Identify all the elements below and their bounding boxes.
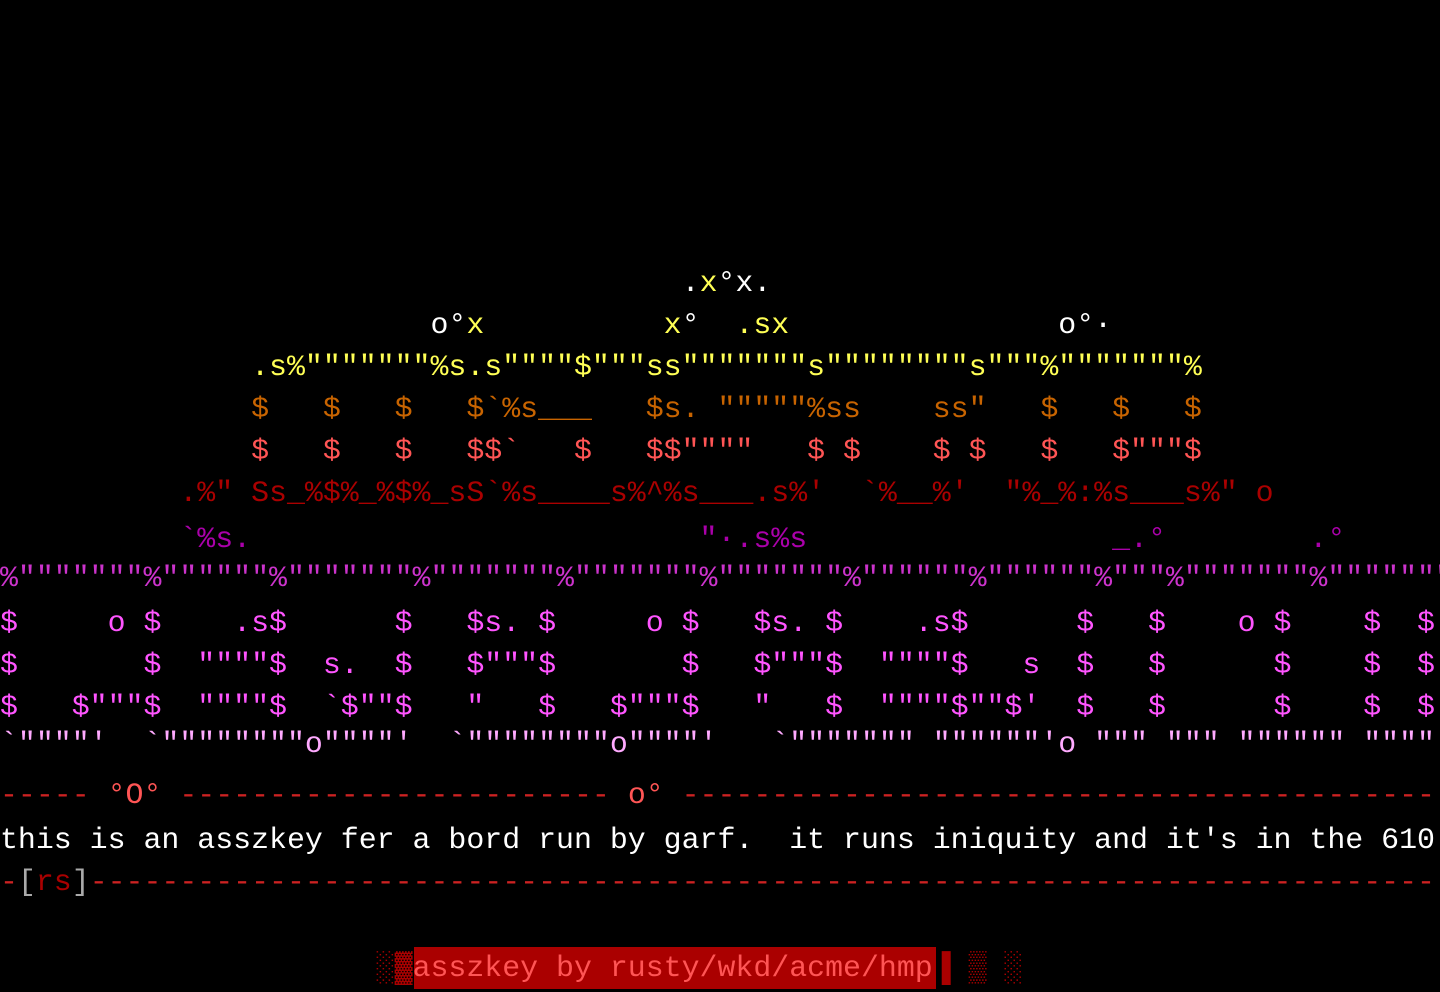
- art-line: .x°x.: [0, 266, 771, 300]
- text-segment: asszkey by rusty/wkd/acme/hmp: [413, 951, 933, 985]
- text-segment: ▐ ▒ ░: [933, 951, 1023, 985]
- text-segment: rs: [36, 865, 72, 899]
- text-segment: °x.: [718, 266, 772, 300]
- text-segment: `""""' `""""""""o""""' `""""""""o""""' `…: [0, 727, 1440, 761]
- text-segment: $ $ """"$ s. $ $"""$ $ $"""$ """"$ s $ $…: [0, 648, 1435, 682]
- art-line: .s%"""""""%s.s""""$"""ss"""""""s""""""""…: [0, 350, 1202, 384]
- text-segment: $ o $ .s$ $ $s. $ o $ $s. $ .s$ $ $ o $ …: [0, 606, 1435, 640]
- art-line: $ $ """"$ s. $ $"""$ $ $"""$ """"$ s $ $…: [0, 648, 1435, 682]
- art-line: o°x x° .sx o°·: [0, 308, 1112, 342]
- text-segment: $ $ $ $`%s___ $s. """""%ss ss" $ $ $: [0, 392, 1202, 426]
- text-segment: x: [484, 308, 681, 342]
- text-segment: .sx: [700, 308, 790, 342]
- text-segment: °O°: [108, 778, 162, 812]
- text-segment: [: [18, 865, 36, 899]
- text-segment: °: [682, 308, 700, 342]
- text-segment: $ $"""$ """"$ `$""$ " $ $"""$ " $ """"$"…: [0, 690, 1435, 724]
- highlight: [414, 947, 936, 989]
- text-segment: o°·: [789, 308, 1112, 342]
- text-segment: x: [700, 266, 718, 300]
- art-line: `%s. "·.s%s _.° .°: [0, 522, 1345, 556]
- text-segment: -----: [0, 778, 108, 812]
- text-segment: .s%"""""""%s.s""""$"""ss"""""""s""""""""…: [0, 350, 1202, 384]
- art-line: ░▓asszkey by rusty/wkd/acme/hmp▐ ▒ ░: [0, 951, 1022, 985]
- art-line: this is an asszkey fer a bord run by gar…: [0, 823, 1435, 857]
- art-line: $ o $ .s$ $ $s. $ o $ $s. $ .s$ $ $ o $ …: [0, 606, 1435, 640]
- art-line: %"""""""%""""""%"""""""%"""""""%"""""""%…: [0, 561, 1440, 595]
- text-segment: $ $ $ $$` $ $$"""" $ $ $ $ $ $"""$: [0, 434, 1202, 468]
- text-segment: `%s. "·.s%s _.° .°: [0, 522, 1345, 556]
- art-line: `""""' `""""""""o""""' `""""""""o""""' `…: [0, 727, 1440, 761]
- art-line: $ $"""$ """"$ `$""$ " $ $"""$ " $ """"$"…: [0, 690, 1435, 724]
- text-segment: ------------------------: [161, 778, 627, 812]
- text-segment: o°: [628, 778, 664, 812]
- text-segment: x: [466, 308, 484, 342]
- text-segment: ░▓: [0, 951, 413, 985]
- text-segment: ]: [72, 865, 90, 899]
- text-segment: .: [0, 266, 700, 300]
- art-line: ----- °O° ------------------------ o° --…: [0, 778, 1435, 812]
- text-segment: ----------------------------------------…: [664, 778, 1435, 812]
- text-segment: ----------------------------------------…: [90, 865, 1435, 899]
- art-line: .%" Ss_%$%_%$%_sS`%s____s%^%s___.s%' `%_…: [0, 476, 1274, 510]
- text-segment: o°: [0, 308, 466, 342]
- art-line: $ $ $ $`%s___ $s. """""%ss ss" $ $ $: [0, 392, 1202, 426]
- art-line: -[rs]-----------------------------------…: [0, 865, 1435, 899]
- text-segment: this is an asszkey fer a bord run by gar…: [0, 823, 1435, 857]
- text-segment: -: [0, 865, 18, 899]
- text-segment: %"""""""%""""""%"""""""%"""""""%"""""""%…: [0, 561, 1440, 595]
- text-segment: .%" Ss_%$%_%$%_sS`%s____s%^%s___.s%' `%_…: [0, 476, 1274, 510]
- art-line: $ $ $ $$` $ $$"""" $ $ $ $ $ $"""$: [0, 434, 1202, 468]
